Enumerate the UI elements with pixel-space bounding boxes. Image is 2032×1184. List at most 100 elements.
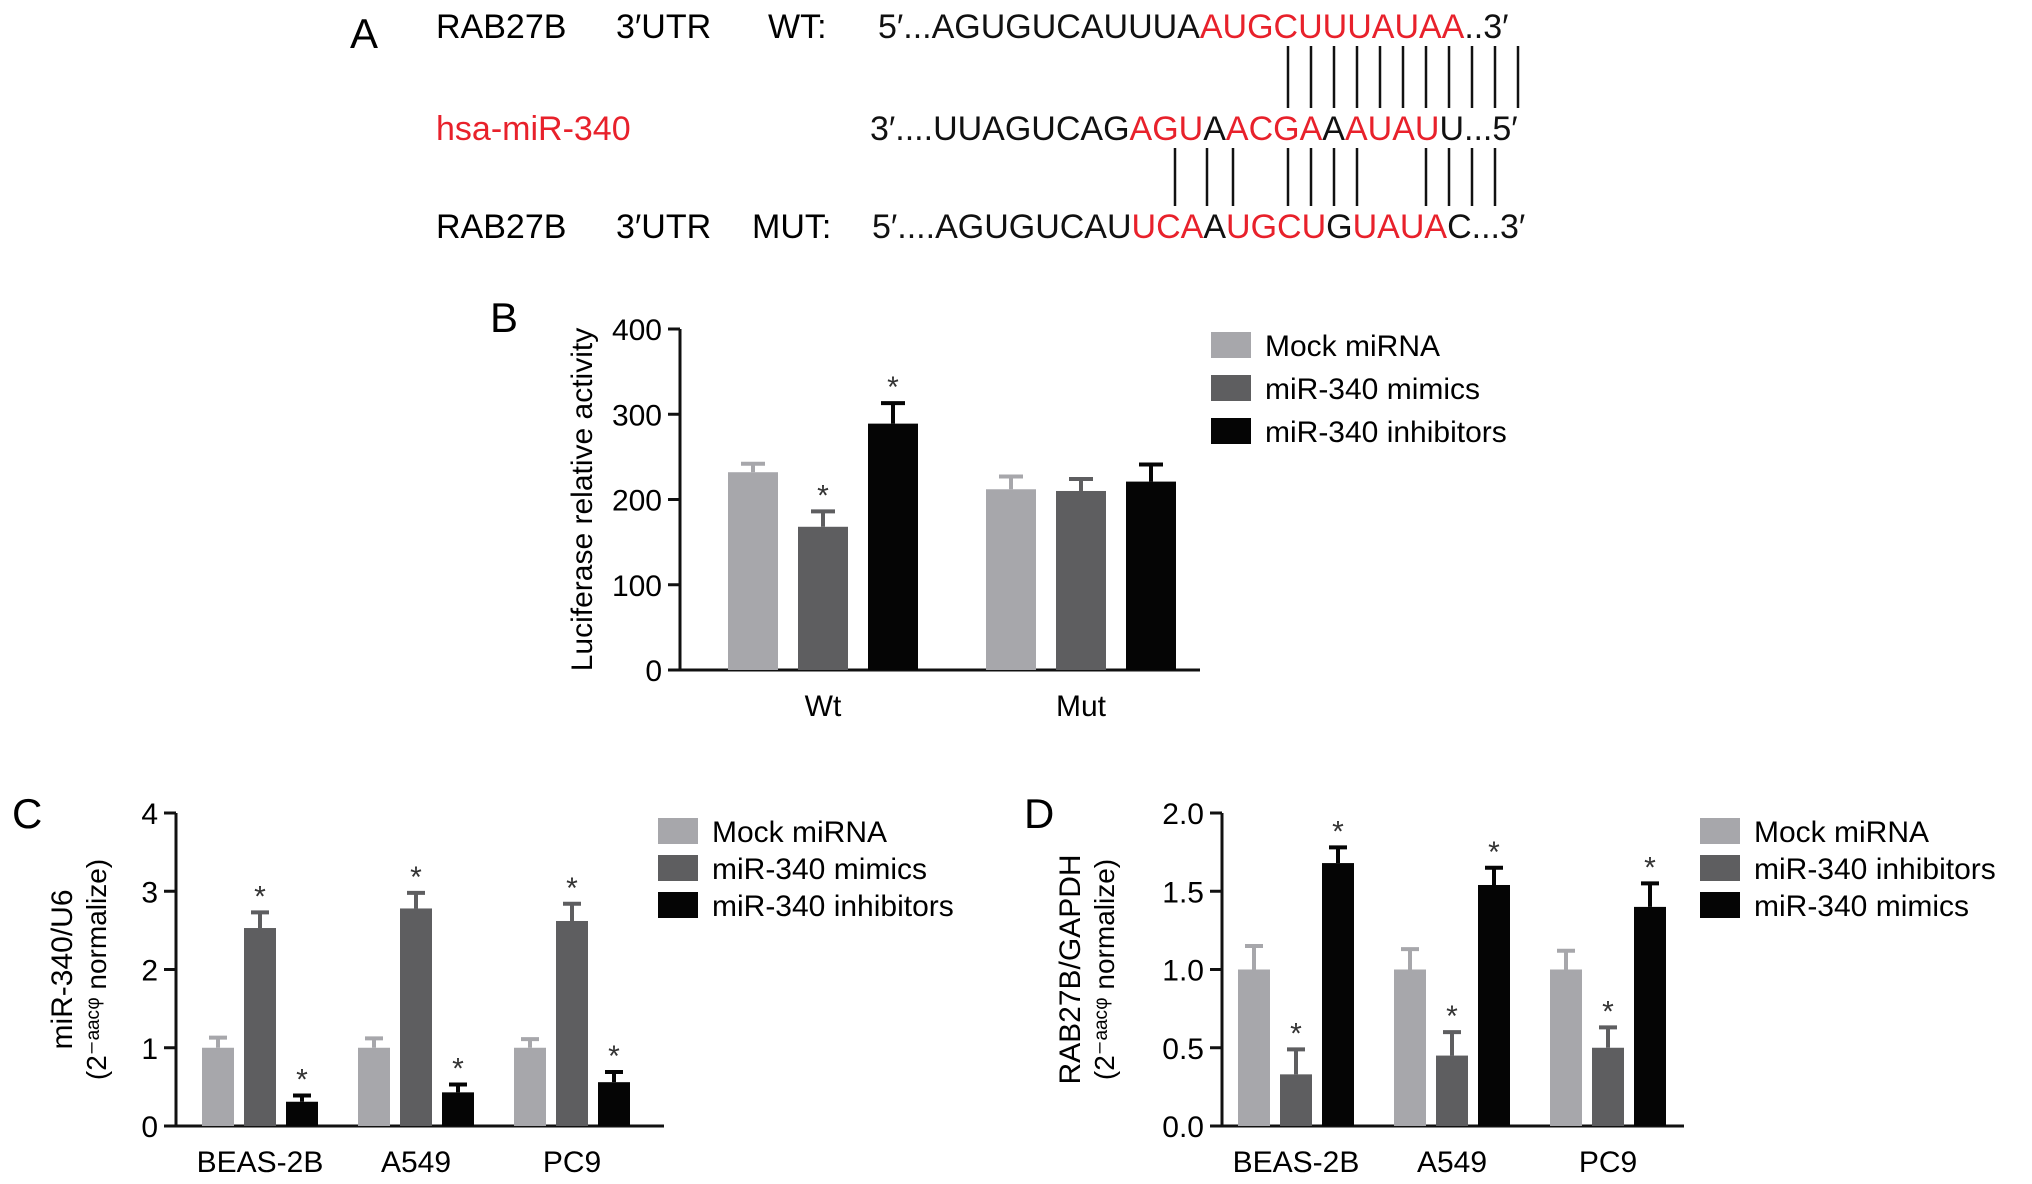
bar-0-1 [244, 928, 276, 1126]
legend-swatch [1211, 418, 1251, 444]
wt-region-label: 3′UTR [616, 8, 711, 46]
significance-mark: * [1488, 836, 1500, 869]
bar-1-2 [442, 1092, 474, 1126]
legend-label: miR-340 mimics [1265, 373, 1480, 406]
significance-mark: * [566, 872, 578, 905]
y-tick-label: 2 [141, 955, 158, 988]
significance-mark: * [452, 1053, 464, 1086]
mut-region-label: 3′UTR [616, 208, 711, 246]
bar-1-2 [1126, 481, 1176, 670]
legend-swatch [658, 855, 698, 881]
seq-segment-highlight: AUAU [1345, 110, 1439, 148]
legend-label: miR-340 inhibitors [712, 890, 954, 923]
wt-gene-label: RAB27B [436, 8, 566, 46]
y-tick-label: 3 [141, 876, 158, 909]
base-pair-lines-top [1286, 46, 1520, 108]
seq-segment-highlight: ACGA [1226, 110, 1323, 148]
panel-c-chart: 0 1 2 3 4 miR-340/U6 (2⁻ᵃᵃᶜᵠ normalize) * * BEAS-… [12, 790, 954, 1179]
y-tick-label: 300 [612, 399, 662, 432]
y-tick-label: 200 [612, 485, 662, 518]
y-tick-label: 100 [612, 570, 662, 603]
seq-segment: 5′...AGUGUCAUUUA [878, 8, 1200, 46]
legend-swatch [658, 818, 698, 844]
significance-mark: * [1602, 995, 1614, 1028]
y-axis-label: miR-340/U6 [46, 889, 79, 1049]
y-axis-label: RAB27B/GAPDH [1054, 854, 1087, 1084]
bar-0-2 [286, 1101, 318, 1126]
bar-0-0 [1238, 969, 1270, 1126]
significance-mark: * [254, 880, 266, 913]
y-axis-label: Luciferase relative activity [566, 328, 599, 671]
bar-0-2 [1322, 863, 1354, 1126]
significance-mark: * [608, 1040, 620, 1073]
legend-label: miR-340 mimics [1754, 890, 1969, 923]
y-tick-label: 4 [141, 798, 158, 831]
mut-kind-label: MUT: [752, 208, 831, 246]
seq-segment: A [1203, 110, 1226, 148]
seq-segment-highlight: UGCU [1226, 208, 1326, 246]
bar-1-0 [986, 489, 1036, 670]
seq-segment: G [1326, 208, 1352, 246]
mut-gene-label: RAB27B [436, 208, 566, 246]
bar-1-0 [358, 1047, 390, 1126]
bar-2-0 [1550, 969, 1582, 1126]
significance-mark: * [1644, 851, 1656, 884]
bar-2-2 [598, 1082, 630, 1126]
seq-segment: 3′....UUAGUCAG [870, 110, 1130, 148]
seq-segment: 5′....AGUGUCAU [872, 208, 1132, 246]
x-category-label: Mut [1056, 690, 1107, 723]
legend-swatch [1211, 375, 1251, 401]
panel-b-chart: 0 100 200 300 400 Luciferase relative activit… [490, 294, 1507, 723]
panel-a: A RAB27B 3′UTR WT: hsa-miR-340 RAB27B 3′… [350, 8, 1525, 246]
legend-swatch [658, 892, 698, 918]
panel-letter: D [1024, 790, 1054, 837]
bar-0-0 [728, 472, 778, 670]
bar-2-1 [1592, 1047, 1624, 1126]
legend-label: Mock miRNA [1754, 816, 1929, 849]
legend-label: miR-340 inhibitors [1754, 853, 1996, 886]
legend-swatch [1211, 332, 1251, 358]
seq-segment-highlight: AUGCUUUAUAA [1200, 8, 1465, 46]
significance-mark: * [1446, 1000, 1458, 1033]
panel-letter: B [490, 294, 518, 341]
legend-swatch [1700, 818, 1740, 844]
wt-kind-label: WT: [768, 8, 827, 46]
y-tick-label: 1.0 [1162, 955, 1204, 988]
significance-mark: * [817, 479, 829, 512]
legend-label: Mock miRNA [1265, 330, 1440, 363]
bar-2-1 [556, 920, 588, 1126]
significance-mark: * [1290, 1017, 1302, 1050]
y-tick-label: 0.5 [1162, 1033, 1204, 1066]
x-category-label: A549 [1417, 1146, 1487, 1179]
legend-swatch [1700, 892, 1740, 918]
y-tick-label: 0.0 [1162, 1111, 1204, 1144]
bar-0-2 [868, 423, 918, 670]
x-category-label: PC9 [1579, 1146, 1637, 1179]
significance-mark: * [410, 861, 422, 894]
bar-0-1 [798, 526, 848, 670]
seq-segment-highlight: UCA [1132, 208, 1204, 246]
x-category-label: BEAS-2B [197, 1146, 324, 1179]
seq-segment: U...5′ [1439, 110, 1517, 148]
y-tick-label: 400 [612, 314, 662, 347]
bar-1-0 [1394, 969, 1426, 1126]
panel-d-chart: 0.0 0.5 1.0 1.5 2.0 RAB27B/GAPDH (2⁻ᵃᵃᶜᵠ norma… [1024, 790, 1996, 1179]
x-category-label: A549 [381, 1146, 451, 1179]
x-category-label: PC9 [543, 1146, 601, 1179]
x-category-label: Wt [805, 690, 842, 723]
wt-sequence: 5′...AGUGUCAUUUAAUGCUUUAUAA..3′ [878, 8, 1509, 46]
base-pair-lines-bottom [1173, 148, 1497, 206]
bar-1-1 [1436, 1055, 1468, 1126]
seq-segment: A [1322, 110, 1345, 148]
seq-segment: A [1203, 208, 1226, 246]
legend-label: miR-340 inhibitors [1265, 416, 1507, 449]
bar-1-1 [400, 908, 432, 1126]
bar-0-1 [1280, 1074, 1312, 1126]
legend-label: miR-340 mimics [712, 853, 927, 886]
bar-2-0 [514, 1047, 546, 1126]
mirna-sequence: 3′....UUAGUCAGAGUAACGAAAUAUU...5′ [870, 110, 1518, 148]
seq-segment: C...3′ [1447, 208, 1525, 246]
y-tick-label: 2.0 [1162, 798, 1204, 831]
significance-mark: * [296, 1063, 308, 1096]
